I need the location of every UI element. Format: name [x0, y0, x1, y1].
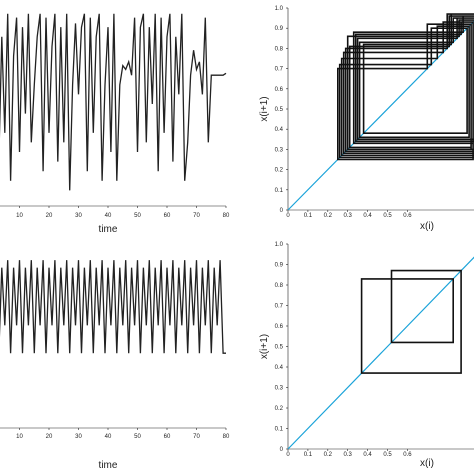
y-tick-label: 0.7 — [275, 67, 284, 73]
y-tick-label: 0.3 — [275, 147, 284, 153]
x-tick-label: 10 — [16, 434, 23, 440]
x-tick-label: 20 — [46, 213, 53, 219]
x-tick-label: 50 — [134, 434, 141, 440]
x-axis-label: x(i) — [420, 221, 434, 232]
x-axis-label: time — [99, 460, 118, 471]
cobweb-bottom-panel: 0 0.1 0.2 0.3 0.4 0.5 0.6 0 0.1 0.2 0.3 0.4 0.5 0.6 0.… — [259, 242, 474, 469]
y-tick-label: 0 — [280, 208, 284, 214]
x-axis-label: time — [99, 224, 118, 235]
x-tick-label: 0.2 — [324, 213, 333, 219]
x-tick-label: 40 — [105, 213, 112, 219]
x-tick-label: 40 — [105, 434, 112, 440]
x-tick-label: 60 — [164, 213, 171, 219]
y-tick-label: 0.8 — [275, 46, 284, 52]
y-tick-label: 0.5 — [275, 345, 284, 351]
x-tick-label: 0.5 — [383, 213, 392, 219]
y-axis-label: x(i+1) — [259, 334, 270, 359]
y-tick-label: 0.2 — [275, 168, 284, 174]
x-tick-label: 0.5 — [383, 452, 392, 458]
timeseries-top-panel: 10 20 30 40 50 60 70 80 time — [0, 13, 230, 235]
y-tick-label: 1.0 — [275, 242, 284, 248]
x-tick-label: 0 — [286, 452, 290, 458]
x-tick-label: 30 — [75, 434, 82, 440]
y-tick-label: 0.3 — [275, 386, 284, 392]
y-tick-label: 0.6 — [275, 324, 284, 330]
y-tick-label: 0.1 — [275, 188, 284, 194]
y-tick-label: 0.4 — [275, 365, 284, 371]
y-tick-label: 0.8 — [275, 283, 284, 289]
y-tick-label: 0.1 — [275, 427, 284, 433]
y-tick-label: 0.4 — [275, 127, 284, 133]
x-tick-label: 80 — [223, 213, 230, 219]
timeseries-line — [0, 13, 227, 191]
x-tick-label: 0.4 — [363, 452, 372, 458]
x-tick-label: 70 — [193, 213, 200, 219]
cobweb-path — [360, 269, 462, 374]
identity-diagonal — [287, 256, 474, 450]
x-tick-label: 0.1 — [304, 452, 313, 458]
x-tick-label: 10 — [16, 213, 23, 219]
timeseries-line — [0, 260, 226, 354]
x-axis-label: x(i) — [420, 458, 434, 469]
x-tick-label: 0.6 — [403, 213, 412, 219]
y-tick-label: 0.9 — [275, 26, 284, 32]
y-tick-label: 0.6 — [275, 87, 284, 93]
y-axis-label: x(i+1) — [259, 96, 270, 121]
y-tick-label: 0.5 — [275, 107, 284, 113]
y-tick-label: 1.0 — [275, 6, 284, 12]
x-tick-label: 0.1 — [304, 213, 313, 219]
x-tick-label: 0.2 — [324, 452, 333, 458]
x-tick-label: 20 — [46, 434, 53, 440]
cobweb-top-panel: 0 0.1 0.2 0.3 0.4 0.5 0.6 0 0.1 0.2 0.3 0.4 0.5 0.6 0.… — [259, 6, 474, 232]
x-tick-label: 0.3 — [344, 452, 353, 458]
x-tick-label: 30 — [75, 213, 82, 219]
x-tick-label: 0 — [286, 213, 290, 219]
cobweb-path — [337, 13, 474, 161]
x-tick-label: 0.6 — [403, 452, 412, 458]
x-tick-label: 80 — [223, 434, 230, 440]
x-tick-label: 70 — [193, 434, 200, 440]
x-tick-label: 0.4 — [363, 213, 372, 219]
y-tick-label: 0 — [280, 447, 284, 453]
y-tick-label: 0.2 — [275, 406, 284, 412]
y-tick-label: 0.7 — [275, 304, 284, 310]
x-tick-label: 60 — [164, 434, 171, 440]
y-tick-label: 0.9 — [275, 263, 284, 269]
timeseries-bottom-panel: 10 20 30 40 50 60 70 80 time — [0, 260, 230, 471]
x-tick-label: 0.3 — [344, 213, 353, 219]
x-tick-label: 50 — [134, 213, 141, 219]
